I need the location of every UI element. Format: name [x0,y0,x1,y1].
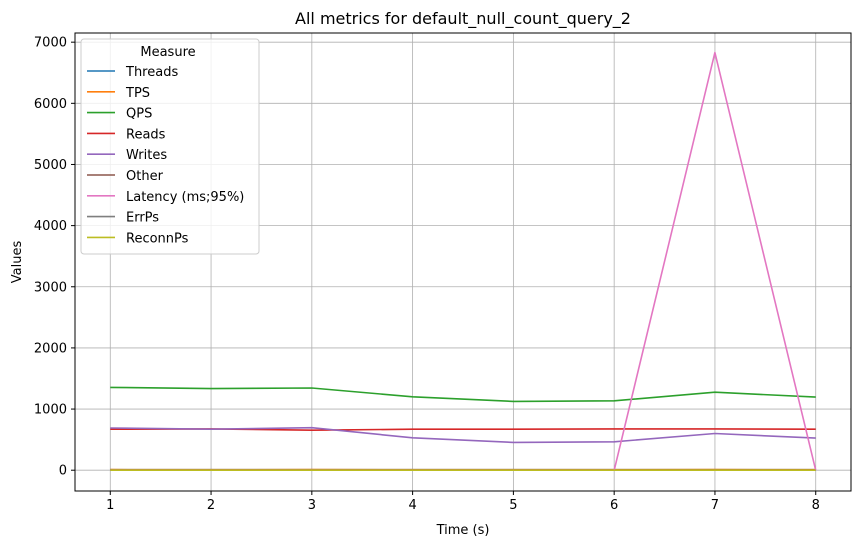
legend-label: Latency (ms;95%) [126,190,244,205]
y-axis-label: Values [10,241,25,284]
x-tick-label: 3 [308,498,316,513]
y-axis: 0 1000 2000 3000 4000 5000 6000 7000 [34,36,75,479]
legend: Measure Threads TPS QPS Reads Writes Other Lat… [80,38,260,255]
legend-box [80,38,260,255]
y-tick-label: 5000 [34,158,67,173]
y-tick-label: 3000 [34,280,67,295]
x-tick-label: 5 [509,498,517,513]
series-line-qps [110,386,816,403]
legend-label: Reads [126,127,166,142]
series-lines [110,51,817,472]
grid-lines [75,33,851,491]
x-tick-label: 8 [812,498,820,513]
series-line-writes [110,426,816,444]
legend-label: ReconnPs [126,231,189,246]
x-tick-label: 1 [106,498,114,513]
x-tick-label: 7 [711,498,719,513]
legend-label: QPS [126,107,152,122]
x-tick-label: 4 [408,498,416,513]
y-tick-label: 4000 [34,219,67,234]
legend-title: Measure [140,45,195,60]
y-tick-label: 1000 [34,403,67,418]
legend-label: Threads [125,65,178,80]
y-tick-label: 6000 [34,97,67,112]
legend-label: Other [126,169,164,184]
x-axis: 1 2 3 4 5 6 7 8 [106,491,820,513]
x-tick-label: 2 [207,498,215,513]
legend-label: Writes [126,148,167,163]
x-tick-label: 6 [610,498,618,513]
y-tick-label: 7000 [34,36,67,51]
x-axis-label: Time (s) [436,523,490,538]
legend-label: TPS [125,86,150,101]
y-tick-label: 2000 [34,341,67,356]
chart-title: All metrics for default_null_count_query… [295,9,631,29]
plot-frame [74,32,852,492]
y-tick-label: 0 [59,464,67,479]
legend-label: ErrPs [126,211,159,226]
